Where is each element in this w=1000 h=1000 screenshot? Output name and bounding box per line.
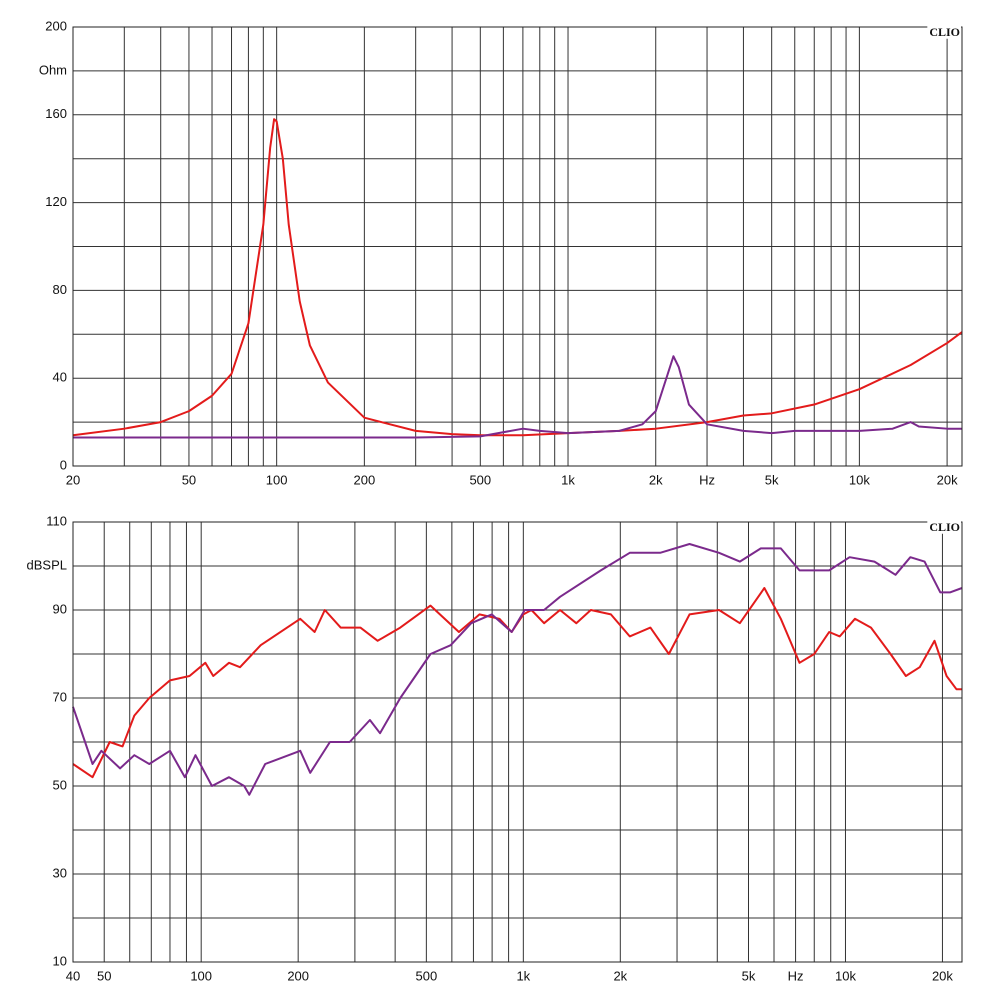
plot-frame xyxy=(72,521,963,963)
y-tick-label: 120 xyxy=(45,194,67,209)
y-tick-label: 110 xyxy=(46,513,67,528)
data-line xyxy=(72,118,963,437)
y-tick-label: Ohm xyxy=(39,62,67,77)
y-tick-label: 80 xyxy=(53,282,67,297)
x-tick-label: 1k xyxy=(561,472,575,487)
data-line xyxy=(73,355,962,439)
x-tick-label: 20k xyxy=(932,968,953,983)
watermark-bg xyxy=(927,519,961,534)
x-tick-label: 10k xyxy=(849,472,870,487)
y-tick-label: 160 xyxy=(45,106,67,121)
watermark: CLIO xyxy=(929,25,960,39)
y-tick-label: 50 xyxy=(53,777,67,792)
y-tick-label: dBSPL xyxy=(27,557,67,572)
x-tick-label: 2k xyxy=(649,472,663,487)
watermark: CLIO xyxy=(929,520,960,534)
data-line xyxy=(72,543,963,796)
x-tick-label: 200 xyxy=(287,968,309,983)
y-tick-label: 30 xyxy=(53,865,67,880)
y-tick-label: 90 xyxy=(53,601,67,616)
x-tick-label: 100 xyxy=(266,472,288,487)
x-tick-label: 500 xyxy=(416,968,438,983)
x-tick-label: 20 xyxy=(66,472,80,487)
y-tick-label: 200 xyxy=(45,18,67,33)
x-tick-label: 50 xyxy=(97,968,111,983)
y-tick-label: 10 xyxy=(53,953,67,968)
y-tick-label: 70 xyxy=(53,689,67,704)
x-tick-label: 100 xyxy=(190,968,212,983)
x-tick-label: 50 xyxy=(182,472,196,487)
x-tick-label: 2k xyxy=(613,968,627,983)
x-tick-label: 200 xyxy=(354,472,376,487)
x-tick-label: Hz xyxy=(788,968,804,983)
x-tick-label: 20k xyxy=(937,472,958,487)
plot-frame xyxy=(72,26,963,467)
x-tick-label: 5k xyxy=(742,968,756,983)
watermark-bg xyxy=(927,24,961,39)
x-tick-label: 1k xyxy=(516,968,530,983)
x-tick-label: 5k xyxy=(765,472,779,487)
y-tick-label: 40 xyxy=(53,370,67,385)
x-tick-label: 10k xyxy=(835,968,856,983)
y-tick-label: 0 xyxy=(60,457,67,472)
x-tick-label: 500 xyxy=(469,472,491,487)
x-tick-label: Hz xyxy=(699,472,715,487)
x-tick-label: 40 xyxy=(66,968,80,983)
